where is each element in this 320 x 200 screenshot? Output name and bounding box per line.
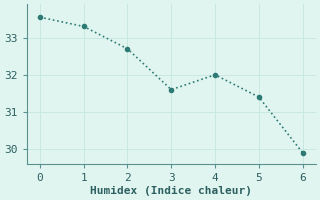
X-axis label: Humidex (Indice chaleur): Humidex (Indice chaleur): [90, 186, 252, 196]
